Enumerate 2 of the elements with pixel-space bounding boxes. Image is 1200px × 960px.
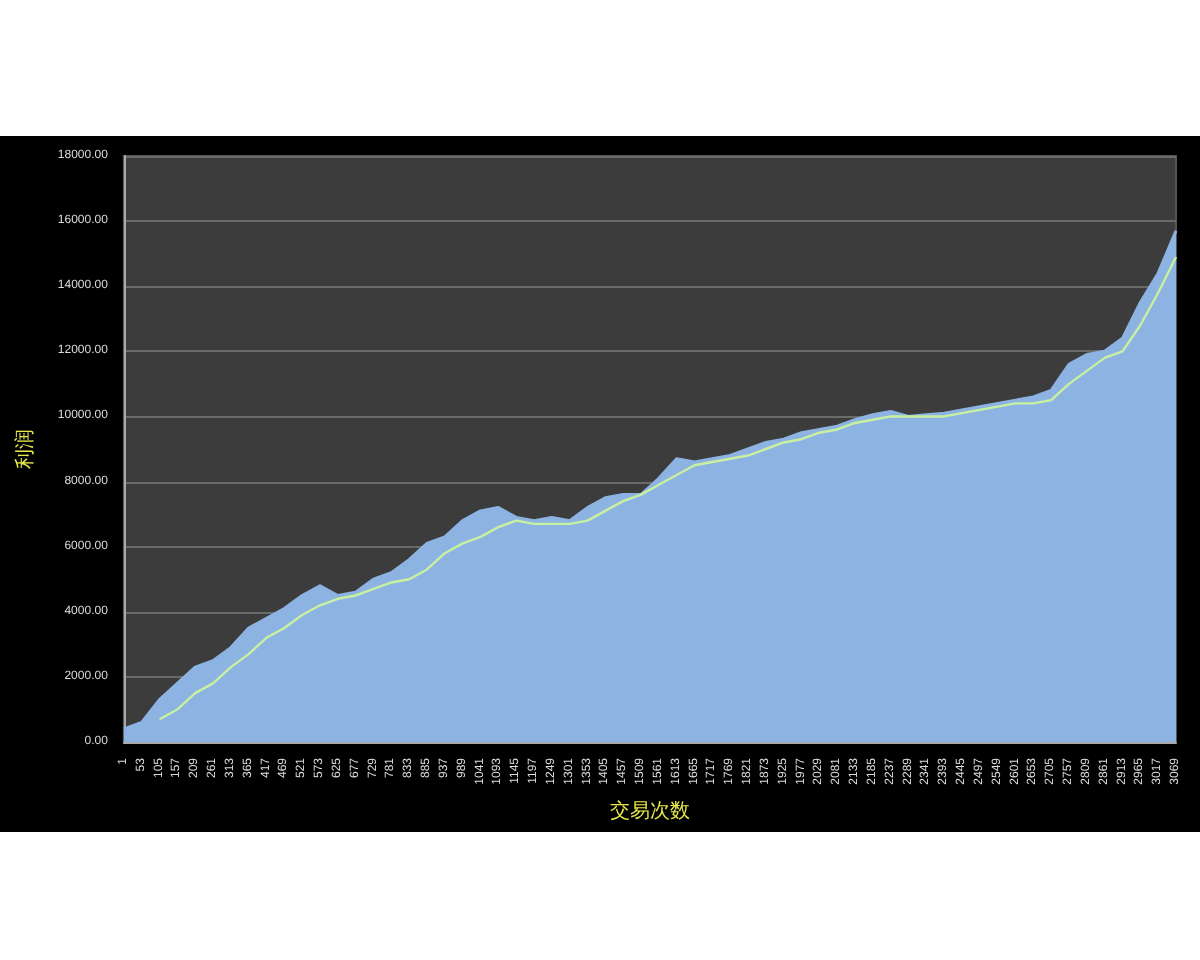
y-axis-title: 利润 [13, 429, 37, 469]
x-axis-title: 交易次数 [609, 799, 690, 823]
